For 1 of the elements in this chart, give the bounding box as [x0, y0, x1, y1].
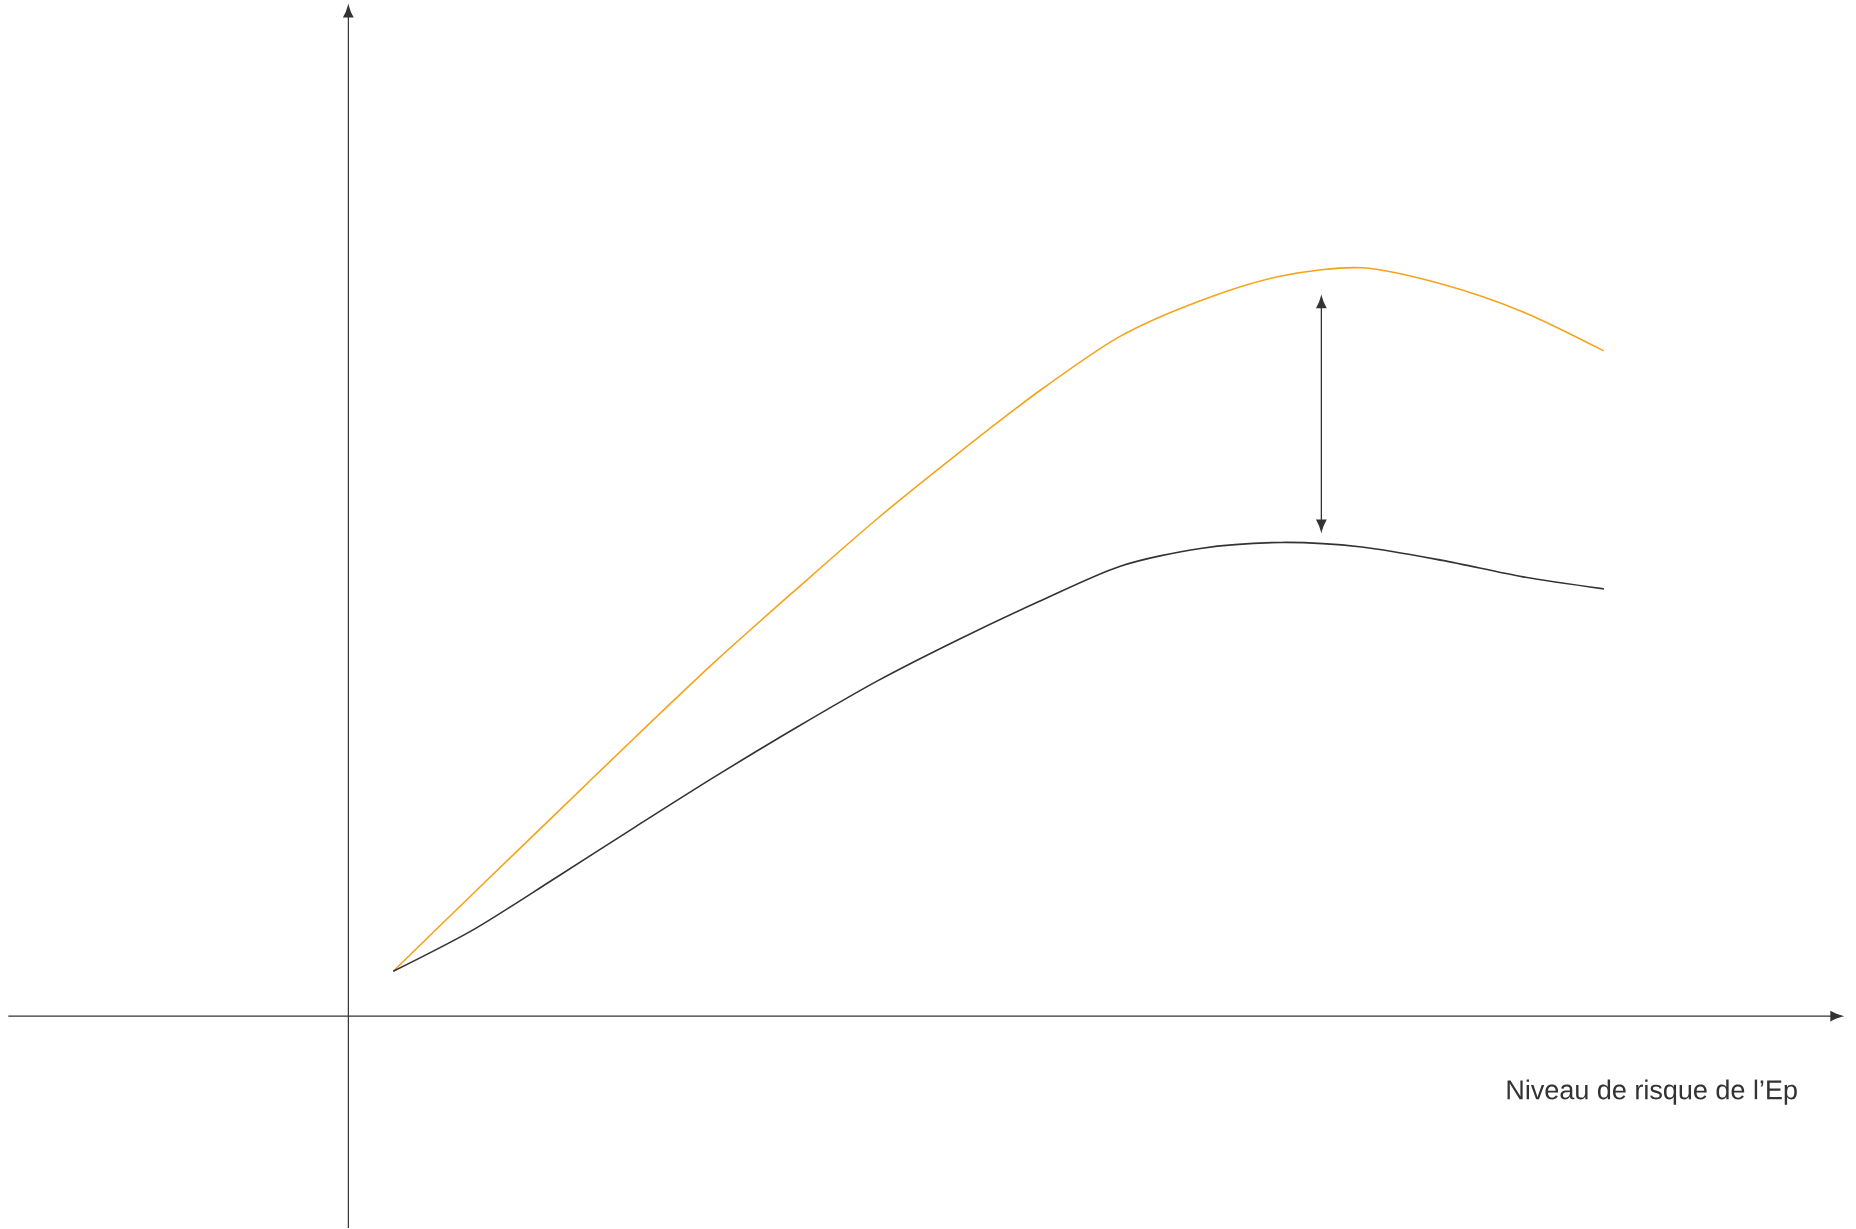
x-axis-title: Niveau de risque de l’Ep [1507, 1079, 1797, 1105]
